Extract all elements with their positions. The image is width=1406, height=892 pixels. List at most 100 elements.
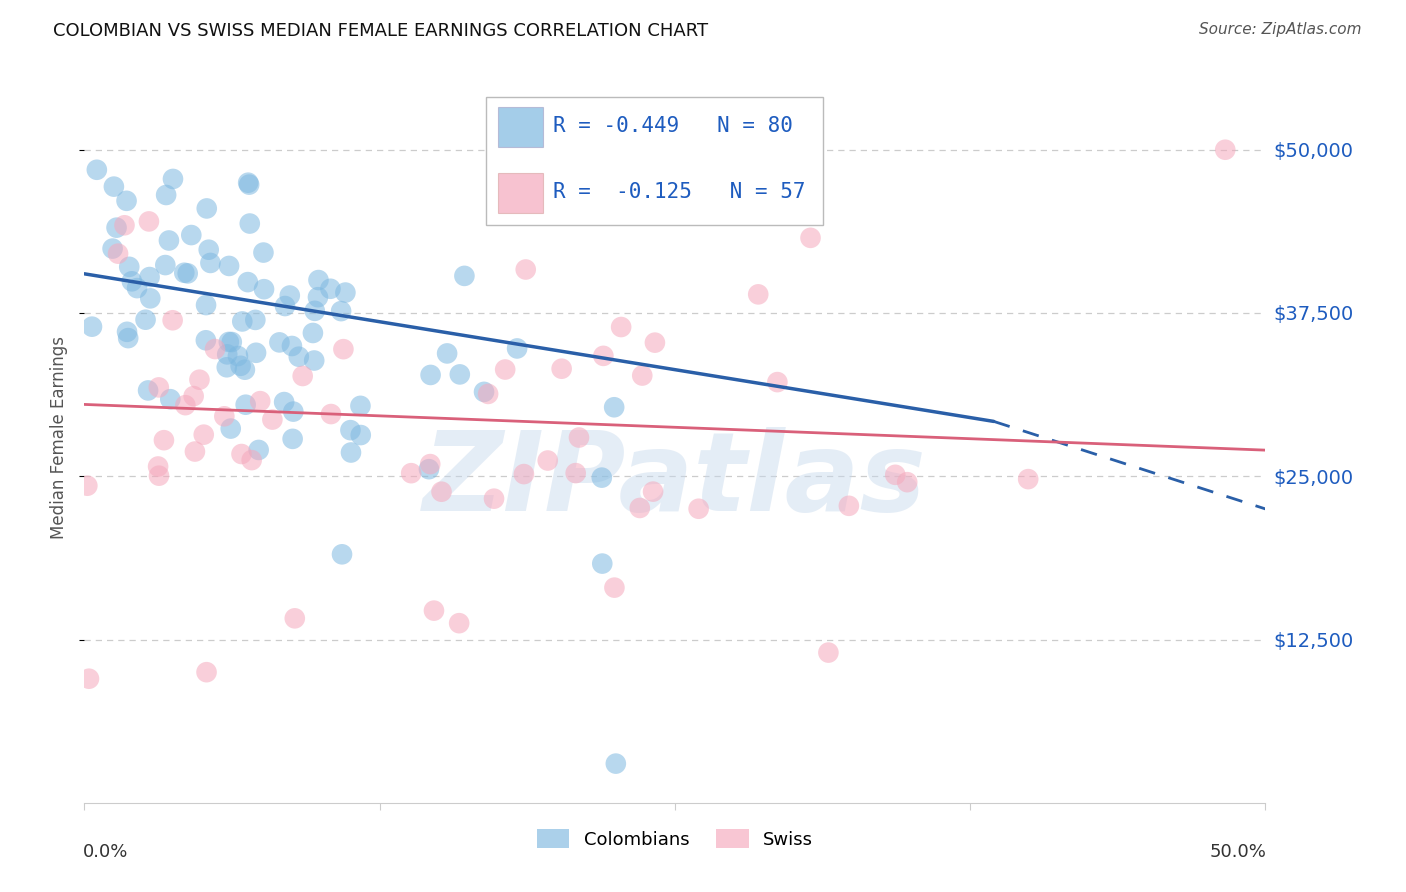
- Point: [105, 220, 128, 235]
- Point: [117, 331, 139, 345]
- Point: [245, 313, 267, 327]
- Point: [449, 616, 471, 631]
- Point: [235, 398, 257, 412]
- Point: [766, 375, 789, 389]
- Point: [174, 398, 197, 412]
- Point: [229, 359, 252, 373]
- Point: [817, 646, 839, 660]
- Point: [641, 484, 664, 499]
- Point: [233, 362, 256, 376]
- Point: [430, 484, 453, 499]
- Point: [568, 431, 591, 445]
- Point: [281, 339, 304, 353]
- Point: [148, 468, 170, 483]
- Point: [247, 442, 270, 457]
- Point: [148, 380, 170, 394]
- Point: [183, 389, 205, 403]
- Point: [308, 273, 330, 287]
- Point: [302, 326, 325, 340]
- Point: [195, 665, 218, 680]
- Text: ZIPatlas: ZIPatlas: [423, 427, 927, 534]
- Point: [136, 384, 159, 398]
- Point: [515, 262, 537, 277]
- Point: [193, 427, 215, 442]
- Point: [339, 423, 361, 437]
- Point: [153, 433, 176, 447]
- Point: [155, 188, 177, 202]
- Point: [550, 361, 572, 376]
- Point: [896, 475, 918, 490]
- Legend: Colombians, Swiss: Colombians, Swiss: [530, 822, 820, 856]
- Point: [291, 369, 314, 384]
- Text: R = -0.449   N = 80: R = -0.449 N = 80: [553, 116, 793, 136]
- Y-axis label: Median Female Earnings: Median Female Earnings: [51, 335, 69, 539]
- Point: [449, 368, 471, 382]
- Point: [197, 243, 219, 257]
- Point: [399, 466, 422, 480]
- Point: [747, 287, 769, 301]
- Point: [884, 467, 907, 482]
- Point: [302, 353, 325, 368]
- Point: [482, 491, 505, 506]
- Point: [195, 202, 218, 216]
- Point: [436, 346, 458, 360]
- Point: [162, 172, 184, 186]
- Point: [217, 347, 239, 361]
- Point: [194, 333, 217, 347]
- Point: [423, 604, 446, 618]
- Point: [1017, 472, 1039, 486]
- Point: [180, 228, 202, 243]
- Point: [453, 268, 475, 283]
- Point: [603, 581, 626, 595]
- Point: [231, 314, 253, 328]
- Point: [605, 756, 627, 771]
- Point: [238, 178, 260, 192]
- Point: [107, 246, 129, 260]
- Point: [591, 470, 613, 484]
- Point: [218, 334, 240, 349]
- Text: R =  -0.125   N = 57: R = -0.125 N = 57: [553, 182, 806, 202]
- Point: [240, 453, 263, 467]
- Point: [603, 401, 626, 415]
- Point: [157, 234, 180, 248]
- Point: [281, 432, 304, 446]
- Point: [249, 394, 271, 409]
- Text: 0.0%: 0.0%: [83, 843, 128, 861]
- Point: [591, 557, 613, 571]
- Point: [513, 467, 536, 481]
- Point: [838, 499, 860, 513]
- Point: [204, 342, 226, 356]
- Point: [115, 194, 138, 208]
- Point: [86, 162, 108, 177]
- Point: [121, 274, 143, 288]
- Point: [177, 266, 200, 280]
- Point: [103, 179, 125, 194]
- Point: [245, 345, 267, 359]
- Point: [253, 282, 276, 296]
- Point: [138, 214, 160, 228]
- Point: [564, 466, 586, 480]
- Point: [115, 325, 138, 339]
- Point: [114, 219, 136, 233]
- Point: [273, 395, 295, 409]
- Point: [252, 245, 274, 260]
- Point: [269, 335, 291, 350]
- Point: [155, 258, 177, 272]
- Point: [319, 407, 342, 421]
- Point: [101, 242, 124, 256]
- Point: [307, 290, 329, 304]
- Point: [218, 259, 240, 273]
- Point: [644, 335, 666, 350]
- Point: [214, 409, 236, 424]
- Point: [349, 399, 371, 413]
- Point: [628, 500, 651, 515]
- Point: [631, 368, 654, 383]
- FancyBboxPatch shape: [498, 173, 543, 212]
- Point: [319, 282, 342, 296]
- Point: [188, 373, 211, 387]
- Point: [231, 447, 253, 461]
- Point: [139, 291, 162, 305]
- Point: [477, 387, 499, 401]
- Point: [135, 312, 157, 326]
- Point: [236, 275, 259, 289]
